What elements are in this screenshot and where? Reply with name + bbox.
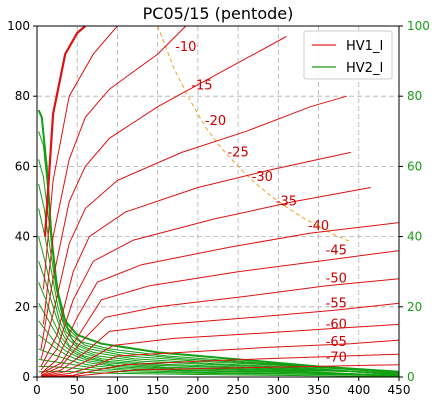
- curve-label: -35: [276, 195, 297, 210]
- x-tick-label: 0: [33, 383, 41, 397]
- y-tick-label: 60: [15, 159, 30, 173]
- y2-tick-label: 60: [407, 159, 422, 173]
- curve-label: -25: [227, 145, 248, 160]
- hv1-curve: [40, 302, 399, 377]
- chart-title: PC05/15 (pentode): [143, 4, 294, 23]
- curve-label: -10: [175, 40, 196, 55]
- curve-label: -40: [308, 219, 329, 234]
- curve-label: -20: [205, 114, 226, 129]
- hv2-curve: [38, 183, 399, 374]
- hv1-curve: [40, 222, 399, 374]
- x-tick-label: 100: [106, 383, 129, 397]
- hv2-curve: [38, 348, 399, 377]
- hv1-curve: [40, 353, 399, 377]
- curve-label: -65: [326, 335, 347, 350]
- curve-label: -55: [326, 296, 347, 311]
- curve-labels: -10 -15 -20 -25 -30-35 -40 -45 -50 -55 -60 -65-70: [175, 40, 347, 366]
- hv1-curve: [43, 26, 87, 237]
- x-tick-label: 250: [227, 383, 250, 397]
- axes: 0 50 100 150 200 250 300 350 400 4500204060801000…: [7, 19, 430, 397]
- y2-tick-label: 0: [407, 370, 415, 384]
- hv2-curve: [38, 159, 399, 374]
- y-tick-label: 80: [15, 89, 30, 103]
- hv1-curve: [40, 323, 399, 377]
- hv2-curve: [38, 320, 399, 377]
- y2-tick-label: 40: [407, 230, 422, 244]
- curve-label: -30: [252, 170, 273, 185]
- y-tick-label: 40: [15, 230, 30, 244]
- x-tick-label: 350: [307, 383, 330, 397]
- legend-label: HV1_I: [346, 39, 383, 54]
- hv1-curve: [42, 26, 187, 325]
- hv2-curve: [38, 261, 399, 376]
- curve-label: -70: [326, 351, 347, 366]
- hv2-curve: [38, 282, 399, 376]
- legend: HV1_I HV2_I: [303, 30, 393, 80]
- hv1-curve: [40, 95, 347, 360]
- hv1-curve: [40, 250, 399, 374]
- hv1-curve: [40, 151, 351, 367]
- hv2-curve: [37, 109, 399, 373]
- hv2-curve: [38, 208, 399, 375]
- hv2-curve: [38, 236, 399, 375]
- x-tick-label: 200: [186, 383, 209, 397]
- hv2-curve: [38, 303, 399, 377]
- x-tick-label: 300: [267, 383, 290, 397]
- x-tick-label: 400: [347, 383, 370, 397]
- x-tick-label: 50: [70, 383, 85, 397]
- x-tick-label: 150: [146, 383, 169, 397]
- y2-tick-label: 20: [407, 300, 422, 314]
- y2-tick-label: 100: [407, 19, 430, 33]
- hv1-curve: [42, 26, 118, 290]
- y2-tick-label: 80: [407, 89, 422, 103]
- curve-label: -45: [326, 244, 347, 259]
- x-tick-label: 450: [388, 383, 411, 397]
- curve-label: -15: [191, 79, 212, 94]
- hv2-curve: [38, 358, 399, 377]
- dissipation-curve: [157, 26, 351, 243]
- hv1-curve: [40, 278, 399, 376]
- hv1-curve: [40, 187, 371, 371]
- series-group: [37, 26, 399, 377]
- curve-label: -50: [326, 272, 347, 287]
- y-tick-label: 20: [15, 300, 30, 314]
- hv1-curve: [40, 364, 399, 377]
- legend-label: HV2_I: [346, 61, 383, 76]
- hv1-curve: [40, 36, 287, 349]
- curve-label: -60: [326, 317, 347, 332]
- y-tick-label: 0: [22, 370, 30, 384]
- hv1-curve: [40, 339, 399, 377]
- y-tick-label: 100: [7, 19, 30, 33]
- plot-frame: [36, 25, 400, 378]
